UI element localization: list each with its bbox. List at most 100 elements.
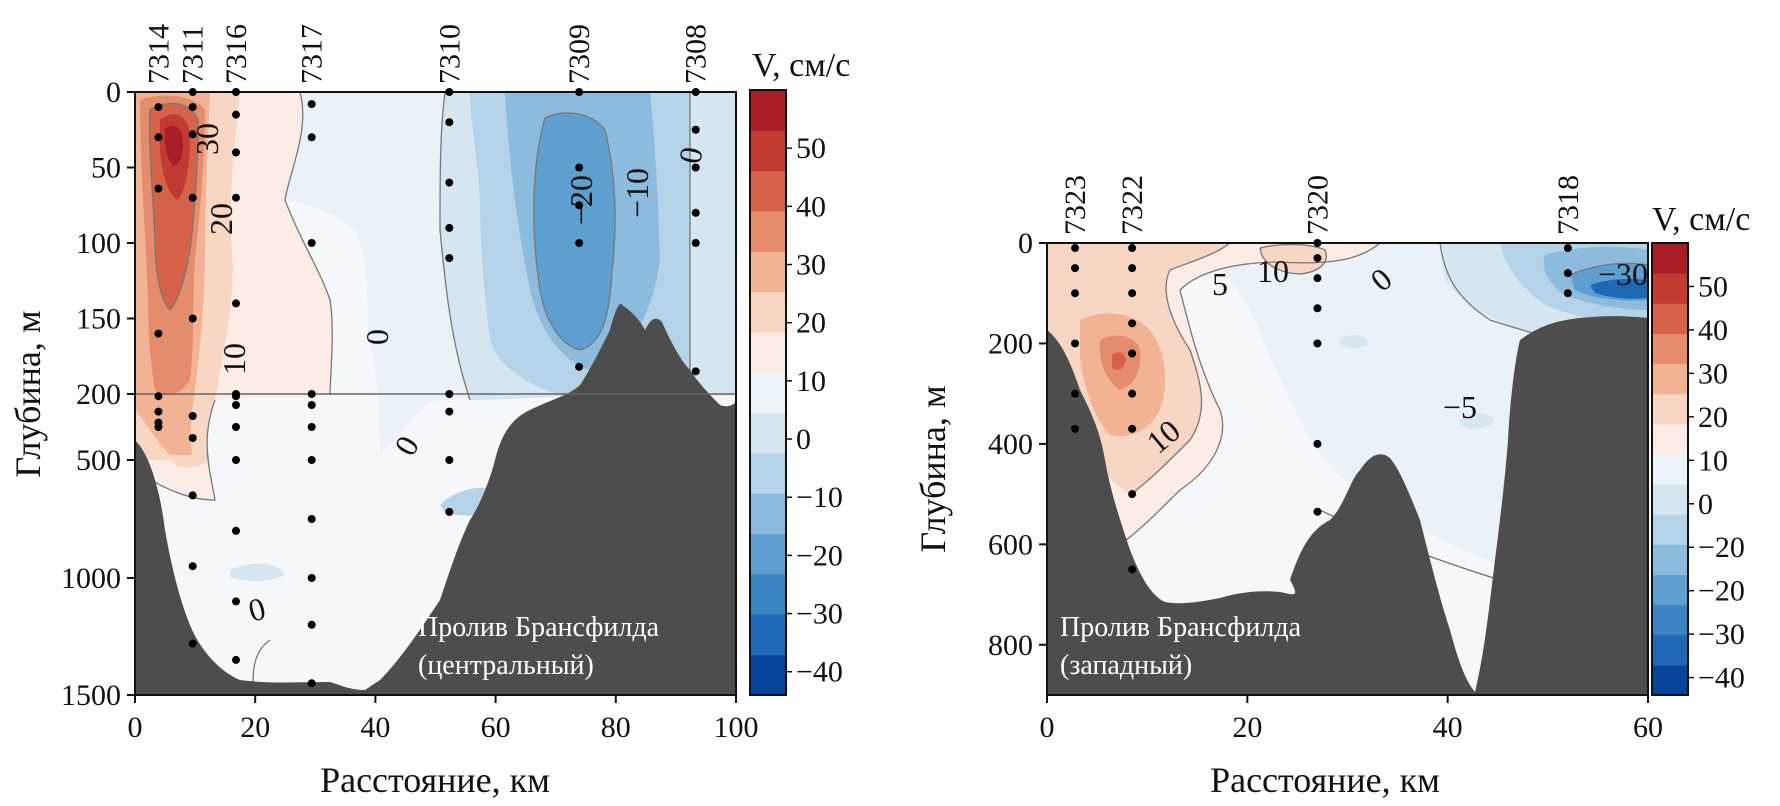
central-colorbar-swatch bbox=[750, 654, 786, 696]
western-station-7318-sample bbox=[1563, 289, 1572, 298]
central-colorbar-swatch bbox=[750, 211, 786, 252]
central-station-7314-sample bbox=[154, 407, 163, 416]
central-station-7311-sample bbox=[188, 314, 197, 323]
western-station-7322-sample bbox=[1128, 319, 1137, 328]
central-colorbar-tick-label: −30 bbox=[796, 598, 843, 631]
western-station-label-7320: 7320 bbox=[1301, 175, 1334, 235]
central-station-7310-sample bbox=[445, 118, 454, 127]
western-x-tick-label: 0 bbox=[1040, 711, 1055, 744]
central-station-7311-sample bbox=[188, 103, 197, 112]
western-colorbar-tick-label: 50 bbox=[1698, 270, 1728, 303]
central-station-7316-sample bbox=[231, 299, 240, 308]
contour-label-neg10: −10 bbox=[619, 168, 655, 218]
western-colorbar-swatch bbox=[1652, 544, 1688, 575]
western-station-7320-sample bbox=[1313, 439, 1322, 448]
central-station-label-7309: 7309 bbox=[563, 24, 596, 84]
western-colorbar-tick-label: 0 bbox=[1698, 488, 1713, 521]
central-station-7314-sample bbox=[154, 423, 163, 431]
western-colorbar-tick-label: −40 bbox=[1698, 662, 1745, 695]
central-station-7316-sample bbox=[231, 88, 240, 96]
central-colorbar-tick-label: 30 bbox=[796, 249, 826, 282]
central-x-tick-label: 100 bbox=[714, 711, 759, 744]
western-x-tick-label: 60 bbox=[1633, 711, 1663, 744]
central-station-7317-sample bbox=[307, 515, 316, 523]
central-station-7311-sample bbox=[188, 412, 197, 420]
central-station-7308-sample bbox=[691, 208, 700, 217]
central-colorbar-tick-label: 50 bbox=[796, 132, 826, 165]
central-station-label-7317: 7317 bbox=[296, 24, 329, 84]
seabed-land-west bbox=[1047, 316, 1648, 695]
western-y-tick-label: 200 bbox=[988, 327, 1033, 360]
western-colorbar-tick-label: −30 bbox=[1698, 618, 1745, 651]
central-y-tick-label: 150 bbox=[76, 303, 121, 336]
strait-subtitle-central: (центральный) bbox=[418, 650, 594, 681]
western-station-7322-sample bbox=[1128, 244, 1137, 253]
western-station-7322-sample bbox=[1128, 424, 1137, 433]
central-station-7310-sample bbox=[445, 88, 454, 96]
central-y-tick-label: 1500 bbox=[61, 679, 121, 712]
central-station-7316-sample bbox=[231, 193, 240, 202]
western-y-tick-label: 800 bbox=[988, 629, 1033, 662]
central-station-7314-sample bbox=[154, 103, 163, 112]
western-colorbar-swatch bbox=[1652, 303, 1688, 334]
west-band-pos-20 bbox=[1112, 352, 1126, 370]
contour-label-neg20: −20 bbox=[563, 175, 599, 225]
western-station-7320-sample bbox=[1313, 339, 1322, 348]
central-colorbar-swatch bbox=[750, 453, 786, 494]
y-axis-label-western: Глубина, м bbox=[913, 385, 953, 552]
panel-central: 7314 7311 7316 7317 7310 7309 7308 30 20 10 0 … bbox=[8, 24, 850, 800]
western-y-tick-label: 0 bbox=[1018, 227, 1033, 260]
central-colorbar-swatch bbox=[750, 90, 786, 131]
central-station-7316-sample bbox=[231, 526, 240, 535]
colorbar-central: 50 40 30 20 10 0 −10 −20 −30 −40 bbox=[749, 89, 843, 696]
western-colorbar-tick-label: 40 bbox=[1698, 314, 1728, 347]
contour-band-pos-50 bbox=[164, 125, 184, 166]
western-colorbar-swatch bbox=[1652, 514, 1688, 545]
central-station-7310-sample bbox=[445, 254, 454, 263]
central-y-tick-label: 500 bbox=[76, 444, 121, 477]
central-station-7308-sample bbox=[691, 88, 700, 96]
central-station-7309-sample bbox=[575, 163, 584, 172]
western-colorbar-tick-label: 10 bbox=[1698, 444, 1728, 477]
central-colorbar-swatch bbox=[750, 372, 786, 414]
western-station-7322-sample bbox=[1128, 389, 1137, 398]
western-colorbar-swatch bbox=[1652, 393, 1688, 425]
panel-western: 7323 7322 7320 7318 5 10 0 −30 10 −5 Пролив… bbox=[913, 175, 1750, 800]
contour-label-0-a: 0 bbox=[359, 329, 395, 345]
central-colorbar-tick-label: −10 bbox=[796, 481, 843, 514]
central-x-tick-label: 0 bbox=[128, 711, 143, 744]
western-x-tick-label: 20 bbox=[1232, 711, 1262, 744]
central-station-7316-sample bbox=[231, 401, 240, 409]
central-station-label-7308: 7308 bbox=[680, 24, 713, 84]
western-colorbar-swatch bbox=[1652, 634, 1688, 666]
central-station-7316-sample bbox=[231, 655, 240, 664]
western-station-7322-sample bbox=[1128, 565, 1137, 574]
western-colorbar-tick-label: 20 bbox=[1698, 401, 1728, 434]
central-station-7316-sample bbox=[231, 456, 240, 464]
central-station-7309-sample bbox=[575, 88, 584, 96]
central-station-7311-sample bbox=[188, 88, 197, 96]
central-station-7309-sample bbox=[575, 239, 584, 247]
strait-subtitle-western: (западный) bbox=[1060, 650, 1192, 681]
central-colorbar-tick-label: 0 bbox=[796, 423, 811, 456]
western-colorbar-swatch bbox=[1652, 243, 1688, 274]
central-y-tick-label: 1000 bbox=[61, 562, 121, 595]
central-station-7316-sample bbox=[231, 110, 240, 119]
western-station-7322-sample bbox=[1128, 349, 1137, 358]
central-station-7309-sample bbox=[575, 201, 584, 210]
central-y-tick-label: 100 bbox=[76, 227, 121, 260]
central-x-tick-label: 20 bbox=[240, 711, 270, 744]
central-station-7310-sample bbox=[445, 407, 454, 416]
plot-frame-west bbox=[1046, 242, 1649, 696]
central-station-7310-sample bbox=[445, 507, 454, 516]
central-colorbar-tick-label: 40 bbox=[796, 190, 826, 223]
western-y-tick-label: 400 bbox=[988, 428, 1033, 461]
western-station-7322-sample bbox=[1128, 289, 1137, 298]
central-colorbar-swatch bbox=[750, 332, 786, 373]
central-station-7317-sample bbox=[307, 423, 316, 431]
west-contour-label-10-top: 10 bbox=[1257, 253, 1289, 289]
western-colorbar-swatch bbox=[1652, 574, 1688, 606]
central-station-label-7311: 7311 bbox=[177, 25, 210, 84]
x-axis-label-central: Расстояние, км bbox=[320, 760, 550, 800]
